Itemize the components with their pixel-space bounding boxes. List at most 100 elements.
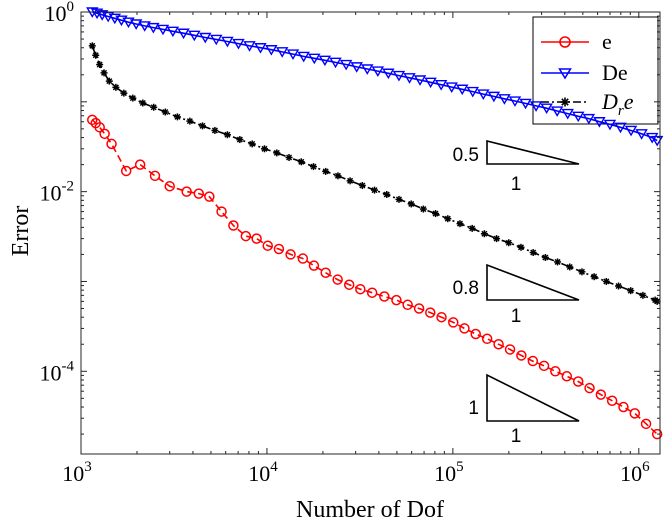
- data-point: [308, 53, 321, 65]
- data-point: [243, 41, 256, 52]
- data-point: [122, 17, 135, 29]
- data-point: [87, 114, 98, 126]
- data-point: [593, 117, 606, 128]
- legend-marker-e: [559, 36, 571, 48]
- data-point: [541, 253, 549, 261]
- data-point: [645, 132, 659, 144]
- data-point: [424, 77, 437, 89]
- data-point: [149, 170, 161, 182]
- data-point: [538, 360, 550, 372]
- data-point: [383, 190, 391, 198]
- data-point: [550, 366, 561, 377]
- data-point: [204, 191, 215, 202]
- data-point: [425, 307, 436, 318]
- legend-label-dre: Dre: [601, 89, 634, 119]
- data-point: [639, 291, 647, 299]
- data-point: [181, 186, 192, 197]
- series-0: [87, 114, 663, 440]
- x-tick-label: 104: [248, 459, 278, 486]
- data-point: [96, 61, 104, 69]
- data-point: [493, 235, 501, 243]
- slope-label-0.5: 0.5: [453, 145, 479, 166]
- data-point: [297, 158, 305, 166]
- slope-triangle-shape-0.5: [486, 139, 580, 165]
- slope-triangle-shape-0.8: [486, 263, 580, 301]
- data-point: [260, 145, 268, 153]
- data-point: [508, 96, 522, 107]
- y-tick-label: 100: [45, 0, 75, 26]
- data-point: [392, 70, 406, 82]
- data-point: [285, 249, 296, 260]
- x-axis-title: Number of Dof: [296, 497, 444, 523]
- data-point: [480, 230, 488, 238]
- legend-marker-de: [558, 68, 572, 80]
- data-point: [318, 55, 332, 67]
- data-point: [105, 77, 113, 85]
- slope-triangle-shape-1: [486, 373, 580, 422]
- data-point: [150, 103, 158, 111]
- data-point: [228, 220, 239, 231]
- data-point: [407, 200, 415, 208]
- slope-label-0.8: 0.8: [453, 278, 479, 299]
- data-point: [578, 268, 586, 276]
- data-point: [358, 182, 366, 190]
- data-point: [350, 62, 363, 73]
- data-point: [444, 215, 452, 223]
- data-point: [232, 38, 245, 50]
- data-point: [92, 51, 100, 59]
- data-point: [262, 240, 273, 251]
- data-point: [529, 101, 543, 112]
- data-point: [629, 408, 641, 419]
- slope-base-label-0.5: 1: [511, 174, 522, 195]
- data-point: [99, 128, 110, 140]
- data-point: [275, 47, 289, 58]
- data-point: [134, 159, 146, 170]
- data-point: [413, 303, 425, 314]
- data-point: [403, 73, 416, 84]
- data-point: [529, 249, 537, 257]
- data-point: [606, 395, 618, 406]
- data-point: [590, 273, 598, 281]
- data-point: [173, 113, 181, 121]
- data-point: [147, 22, 160, 34]
- data-point: [199, 32, 212, 44]
- data-point: [498, 94, 511, 105]
- data-point: [115, 15, 128, 27]
- data-point: [561, 108, 574, 120]
- data-point: [566, 263, 574, 271]
- plot-frame: [80, 11, 661, 455]
- data-point: [550, 106, 564, 117]
- legend-item-de: De: [541, 60, 628, 85]
- data-point: [466, 86, 479, 98]
- data-point: [487, 91, 501, 103]
- data-point: [382, 68, 395, 80]
- data-point: [332, 274, 343, 285]
- legend-marker-dre: [560, 97, 570, 107]
- slope-triangle-1: 1 1: [468, 373, 580, 447]
- data-point: [572, 111, 585, 123]
- data-point: [584, 382, 595, 394]
- data-point: [193, 188, 205, 199]
- data-point: [166, 26, 180, 38]
- data-point: [355, 283, 366, 295]
- slope-label-1: 1: [468, 398, 479, 419]
- tick-marks: [80, 11, 660, 454]
- data-point: [297, 51, 310, 63]
- y-tick-label: 10-4: [40, 358, 75, 385]
- data-point: [413, 75, 427, 86]
- data-point: [221, 36, 234, 48]
- data-point: [329, 57, 342, 69]
- data-point: [572, 376, 584, 387]
- data-point: [651, 428, 663, 440]
- y-axis-title: Error: [8, 206, 34, 257]
- data-point: [459, 323, 470, 334]
- data-point: [402, 299, 413, 311]
- data-point: [251, 233, 262, 244]
- data-point: [361, 64, 374, 75]
- data-point: [112, 83, 120, 91]
- data-point: [602, 277, 610, 285]
- data-point: [223, 131, 231, 139]
- data-point: [285, 153, 293, 161]
- series-layer: [86, 7, 664, 440]
- legend-box: [532, 16, 659, 125]
